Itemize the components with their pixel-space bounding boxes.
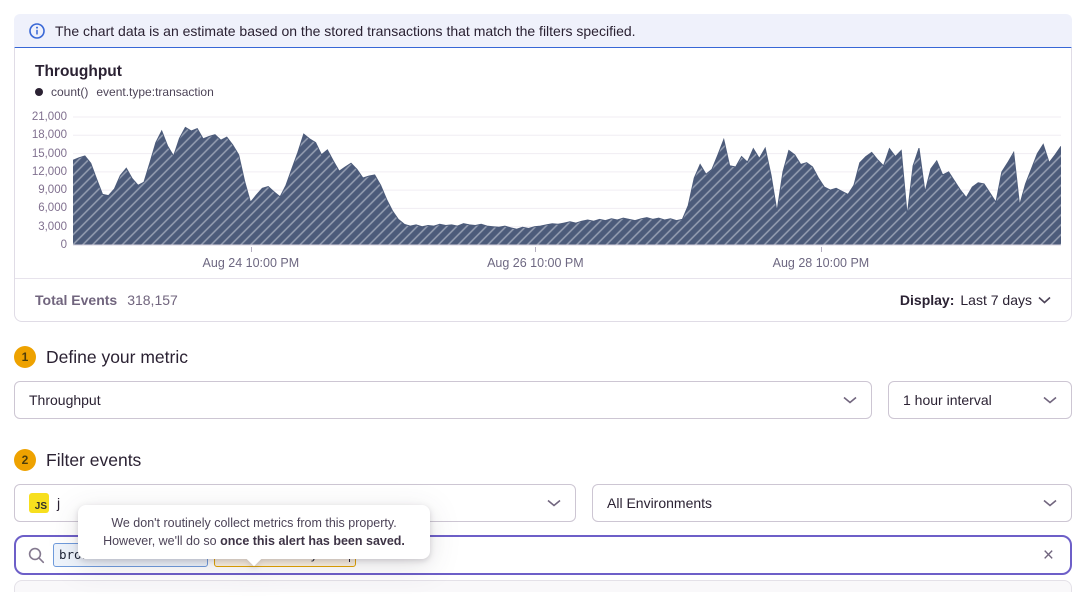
section-title-filter-events: Filter events [46, 449, 142, 470]
display-range-select[interactable]: Display: Last 7 days [900, 292, 1051, 308]
y-axis-tick-label: 3,000 [38, 220, 67, 233]
chart-x-labels: Aug 24 10:00 PM Aug 26 10:00 PM Aug 28 10:… [73, 252, 1061, 278]
interval-select-value: 1 hour interval [903, 392, 992, 408]
y-axis-tick-label: 21,000 [31, 111, 67, 123]
x-axis-tick-label: Aug 26 10:00 PM [487, 256, 584, 270]
legend-dot-icon [35, 88, 43, 96]
chevron-down-icon [1043, 396, 1057, 404]
display-label: Display: [899, 292, 955, 308]
section-define-metric: 1 Define your metric [14, 346, 1072, 368]
interval-select[interactable]: 1 hour interval [888, 381, 1072, 419]
javascript-platform-icon: JS [29, 493, 49, 513]
x-axis-tick-label: Aug 28 10:00 PM [772, 256, 870, 270]
chart-y-axis: 0 3,000 6,000 9,000 12,000 15,000 18,000 21,000 [15, 111, 73, 251]
project-select-value: j [57, 495, 61, 511]
environment-select-value: All Environments [607, 495, 713, 511]
throughput-area-chart-svg [73, 116, 1061, 246]
y-axis-tick-label: 18,000 [31, 129, 67, 142]
throughput-chart: 0 3,000 6,000 9,000 12,000 15,000 18,000 21,000 [15, 99, 1071, 278]
metric-select[interactable]: Throughput [14, 381, 872, 419]
step-2-badge: 2 [14, 449, 36, 471]
legend-filter-label: event.type:transaction [96, 85, 214, 99]
metric-select-value: Throughput [29, 392, 101, 408]
tooltip-line2: However, we'll do so [103, 534, 221, 549]
section-filter-events: 2 Filter events [14, 449, 1072, 471]
x-axis-tick-label: Aug 24 10:00 PM [202, 256, 300, 270]
search-suggestions-panel-edge [14, 580, 1072, 592]
chevron-down-icon [1043, 499, 1057, 507]
search-icon [28, 547, 45, 563]
y-axis-tick-label: 0 [60, 239, 67, 251]
chevron-down-icon [843, 396, 857, 404]
info-icon [29, 23, 45, 39]
y-axis-tick-label: 12,000 [31, 165, 67, 178]
throughput-chart-card: Throughput count() event.type:transactio… [14, 48, 1072, 322]
y-axis-tick-label: 9,000 [38, 184, 67, 197]
environment-select[interactable]: All Environments [592, 484, 1072, 522]
chart-x-ticks [73, 247, 1061, 252]
chevron-down-icon [547, 499, 561, 507]
legend-series-label: count() [51, 85, 89, 99]
y-axis-tick-label: 6,000 [38, 202, 67, 215]
y-axis-tick-label: 15,000 [31, 147, 67, 160]
estimate-info-banner: The chart data is an estimate based on t… [14, 14, 1072, 48]
banner-text: The chart data is an estimate based on t… [55, 23, 636, 39]
step-1-badge: 1 [14, 346, 36, 368]
total-events-value: 318,157 [127, 292, 178, 308]
chevron-down-icon [1038, 296, 1051, 304]
chart-plot-area[interactable]: Aug 24 10:00 PM Aug 26 10:00 PM Aug 28 10:… [73, 111, 1061, 278]
metrics-property-tooltip: We don't routinely collect metrics from … [78, 505, 430, 560]
total-events: Total Events 318,157 [35, 292, 178, 308]
tooltip-line2-bold: once this alert has been saved. [220, 534, 405, 549]
chart-legend: count() event.type:transaction [35, 85, 1051, 99]
total-events-label: Total Events [35, 292, 118, 308]
chart-title: Throughput [35, 63, 122, 80]
tooltip-line1: We don't routinely collect metrics from … [111, 516, 397, 530]
clear-search-icon[interactable]: × [1042, 544, 1054, 566]
display-value: Last 7 days [960, 292, 1032, 308]
section-title-define-metric: Define your metric [46, 346, 188, 367]
